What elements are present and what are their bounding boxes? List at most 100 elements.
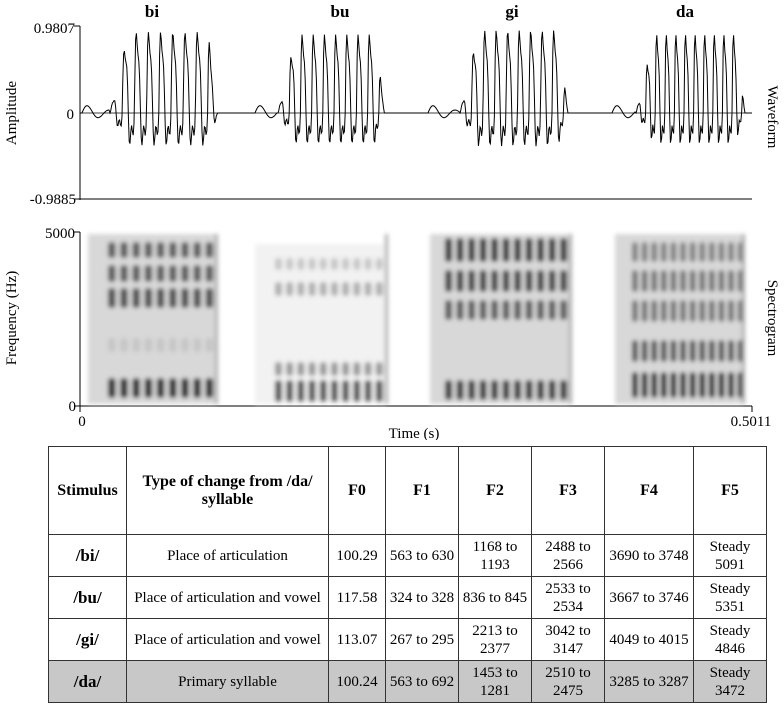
- spectrogram-formant-patch: [331, 380, 338, 402]
- spectrogram-block-edge: [385, 234, 388, 404]
- change-cell: Place of articulation and vowel: [126, 576, 329, 619]
- spectrogram-formant-patch: [181, 265, 189, 282]
- waveform-trace: [80, 30, 752, 147]
- spectrogram-block-edge: [569, 234, 572, 404]
- spectrogram-formant-patch: [632, 270, 638, 292]
- f3-cell: 2510 to 2475: [531, 660, 605, 703]
- spectrogram-image: [88, 234, 745, 404]
- waveform-ylabel: Amplitude: [4, 81, 20, 146]
- spectrogram-formant-patch: [353, 282, 361, 296]
- f0-cell: 100.29: [328, 534, 386, 577]
- spectrogram-formant-patch: [632, 340, 638, 362]
- spectrogram-formant-patch: [718, 242, 725, 262]
- f5-cell: Steady 5091: [693, 534, 767, 577]
- spectrogram-background-block: [430, 234, 572, 404]
- spectrogram-formant-patch: [660, 270, 667, 292]
- spectrogram-formant-patch: [120, 288, 128, 308]
- spectrogram-formant-patch: [132, 265, 140, 282]
- spectrogram-formant-patch: [728, 270, 734, 292]
- spectrogram-formant-patch: [353, 380, 361, 402]
- spectrogram-formant-patch: [144, 242, 153, 258]
- spectrogram-formant-patch: [514, 300, 522, 320]
- waveform-panel: 0.9807 0 -0.9885 Amplitude Waveform: [4, 21, 780, 208]
- spectrogram-formant-patch: [193, 338, 201, 352]
- spectrogram-formant-patch: [132, 378, 140, 398]
- spectrogram-formant-patch: [181, 338, 189, 352]
- spectrogram-formant-patch: [193, 242, 201, 258]
- table-row-highlighted: /da/ Primary syllable 100.24 563 to 692 …: [48, 660, 767, 703]
- table-header-row: Stimulus Type of change from /da/ syllab…: [48, 446, 767, 535]
- spectrogram-formant-patch: [708, 242, 715, 262]
- spectrogram-formant-patch: [660, 340, 667, 362]
- spectrogram-formant-patch: [651, 270, 658, 292]
- spectrogram-formant-patch: [670, 270, 677, 292]
- spectrogram-formant-patch: [297, 362, 305, 376]
- spectrogram-formant-patch: [502, 238, 510, 262]
- spectrogram-formant-patch: [548, 300, 556, 320]
- spectrogram-formant-patch: [651, 242, 658, 262]
- spectrogram-formant-patch: [375, 282, 383, 296]
- spectrogram-background-block: [88, 234, 218, 404]
- spectrogram-formant-patch: [479, 270, 487, 292]
- spectrogram-formant-patch: [660, 242, 667, 262]
- spectrogram-formant-patch: [689, 300, 696, 322]
- spectrogram-formant-patch: [120, 242, 128, 258]
- change-cell: Place of articulation and vowel: [126, 618, 329, 661]
- spectrogram-formant-patch: [342, 362, 350, 376]
- change-cell: Place of articulation: [126, 534, 329, 577]
- stimulus-cell: /bi/: [48, 534, 127, 577]
- spectrogram-formant-patch: [468, 380, 476, 400]
- spectrogram-formant-patch: [364, 282, 372, 296]
- spectrogram-formant-patch: [205, 242, 214, 258]
- f1-cell: 267 to 295: [385, 618, 459, 661]
- waveform-panel-label: Waveform: [764, 86, 780, 149]
- spectrogram-formant-patch: [353, 258, 361, 270]
- spectrogram-formant-patch: [342, 282, 350, 296]
- f4-cell: 3667 to 3746: [604, 576, 694, 619]
- spectrogram-formant-patch: [468, 300, 476, 320]
- spectrogram-formant-patch: [144, 378, 153, 398]
- spectrogram-formant-patch: [169, 378, 177, 398]
- spectrogram-formant-patch: [491, 238, 499, 262]
- f3-cell: 2533 to 2534: [531, 576, 605, 619]
- spectrogram-formant-patch: [728, 242, 734, 262]
- stimulus-cell: /gi/: [48, 618, 127, 661]
- spectrogram-formant-patch: [308, 282, 316, 296]
- f5-cell: Steady 3472: [693, 660, 767, 703]
- spectrogram-background-block: [255, 244, 388, 404]
- spectrogram-formant-patch: [479, 380, 487, 400]
- spectrogram-formant-patch: [560, 300, 568, 320]
- spectrogram-formant-patch: [319, 362, 327, 376]
- spectrogram-formant-patch: [670, 300, 677, 322]
- spectrogram-formant-patch: [375, 380, 383, 402]
- spectrogram-formant-patch: [537, 270, 545, 292]
- f4-cell: 3285 to 3287: [604, 660, 694, 703]
- speech-figure: bi bu gi da 0.9807 0 -0.9885 Amplitude W…: [4, 2, 780, 440]
- spectrogram-formant-patch: [308, 362, 316, 376]
- spectrogram-formant-patch: [502, 380, 510, 400]
- table-row: /bu/ Place of articulation and vowel 117…: [48, 576, 767, 619]
- spectrogram-formant-patch: [479, 300, 487, 320]
- spectrogram-formant-patch: [286, 282, 294, 296]
- spectrogram-formant-patch: [680, 340, 686, 362]
- spectrogram-formant-patch: [132, 242, 140, 258]
- spectrogram-formant-patch: [699, 372, 706, 398]
- spectrogram-ylabel: Frequency (Hz): [4, 271, 20, 366]
- spectrogram-formant-patch: [502, 300, 510, 320]
- f2-cell: 1453 to 1281: [458, 660, 532, 703]
- change-cell: Primary syllable: [126, 660, 329, 703]
- spectrogram-formant-patch: [708, 340, 715, 362]
- spectrogram-formant-patch: [275, 258, 282, 270]
- spectrogram-formant-patch: [699, 242, 706, 262]
- spectrogram-formant-patch: [156, 265, 165, 282]
- f0-cell: 113.07: [328, 618, 386, 661]
- spectrogram-formant-patch: [193, 288, 201, 308]
- spectrogram-formant-patch: [181, 288, 189, 308]
- f5-cell: Steady 5351: [693, 576, 767, 619]
- spectrogram-formant-patch: [275, 380, 282, 402]
- spectrogram-formant-patch: [718, 270, 725, 292]
- spectrogram-formant-patch: [319, 282, 327, 296]
- spectrogram-formant-patch: [297, 258, 305, 270]
- header-stimulus: Stimulus: [48, 446, 127, 535]
- spectrogram-formant-patch: [548, 270, 556, 292]
